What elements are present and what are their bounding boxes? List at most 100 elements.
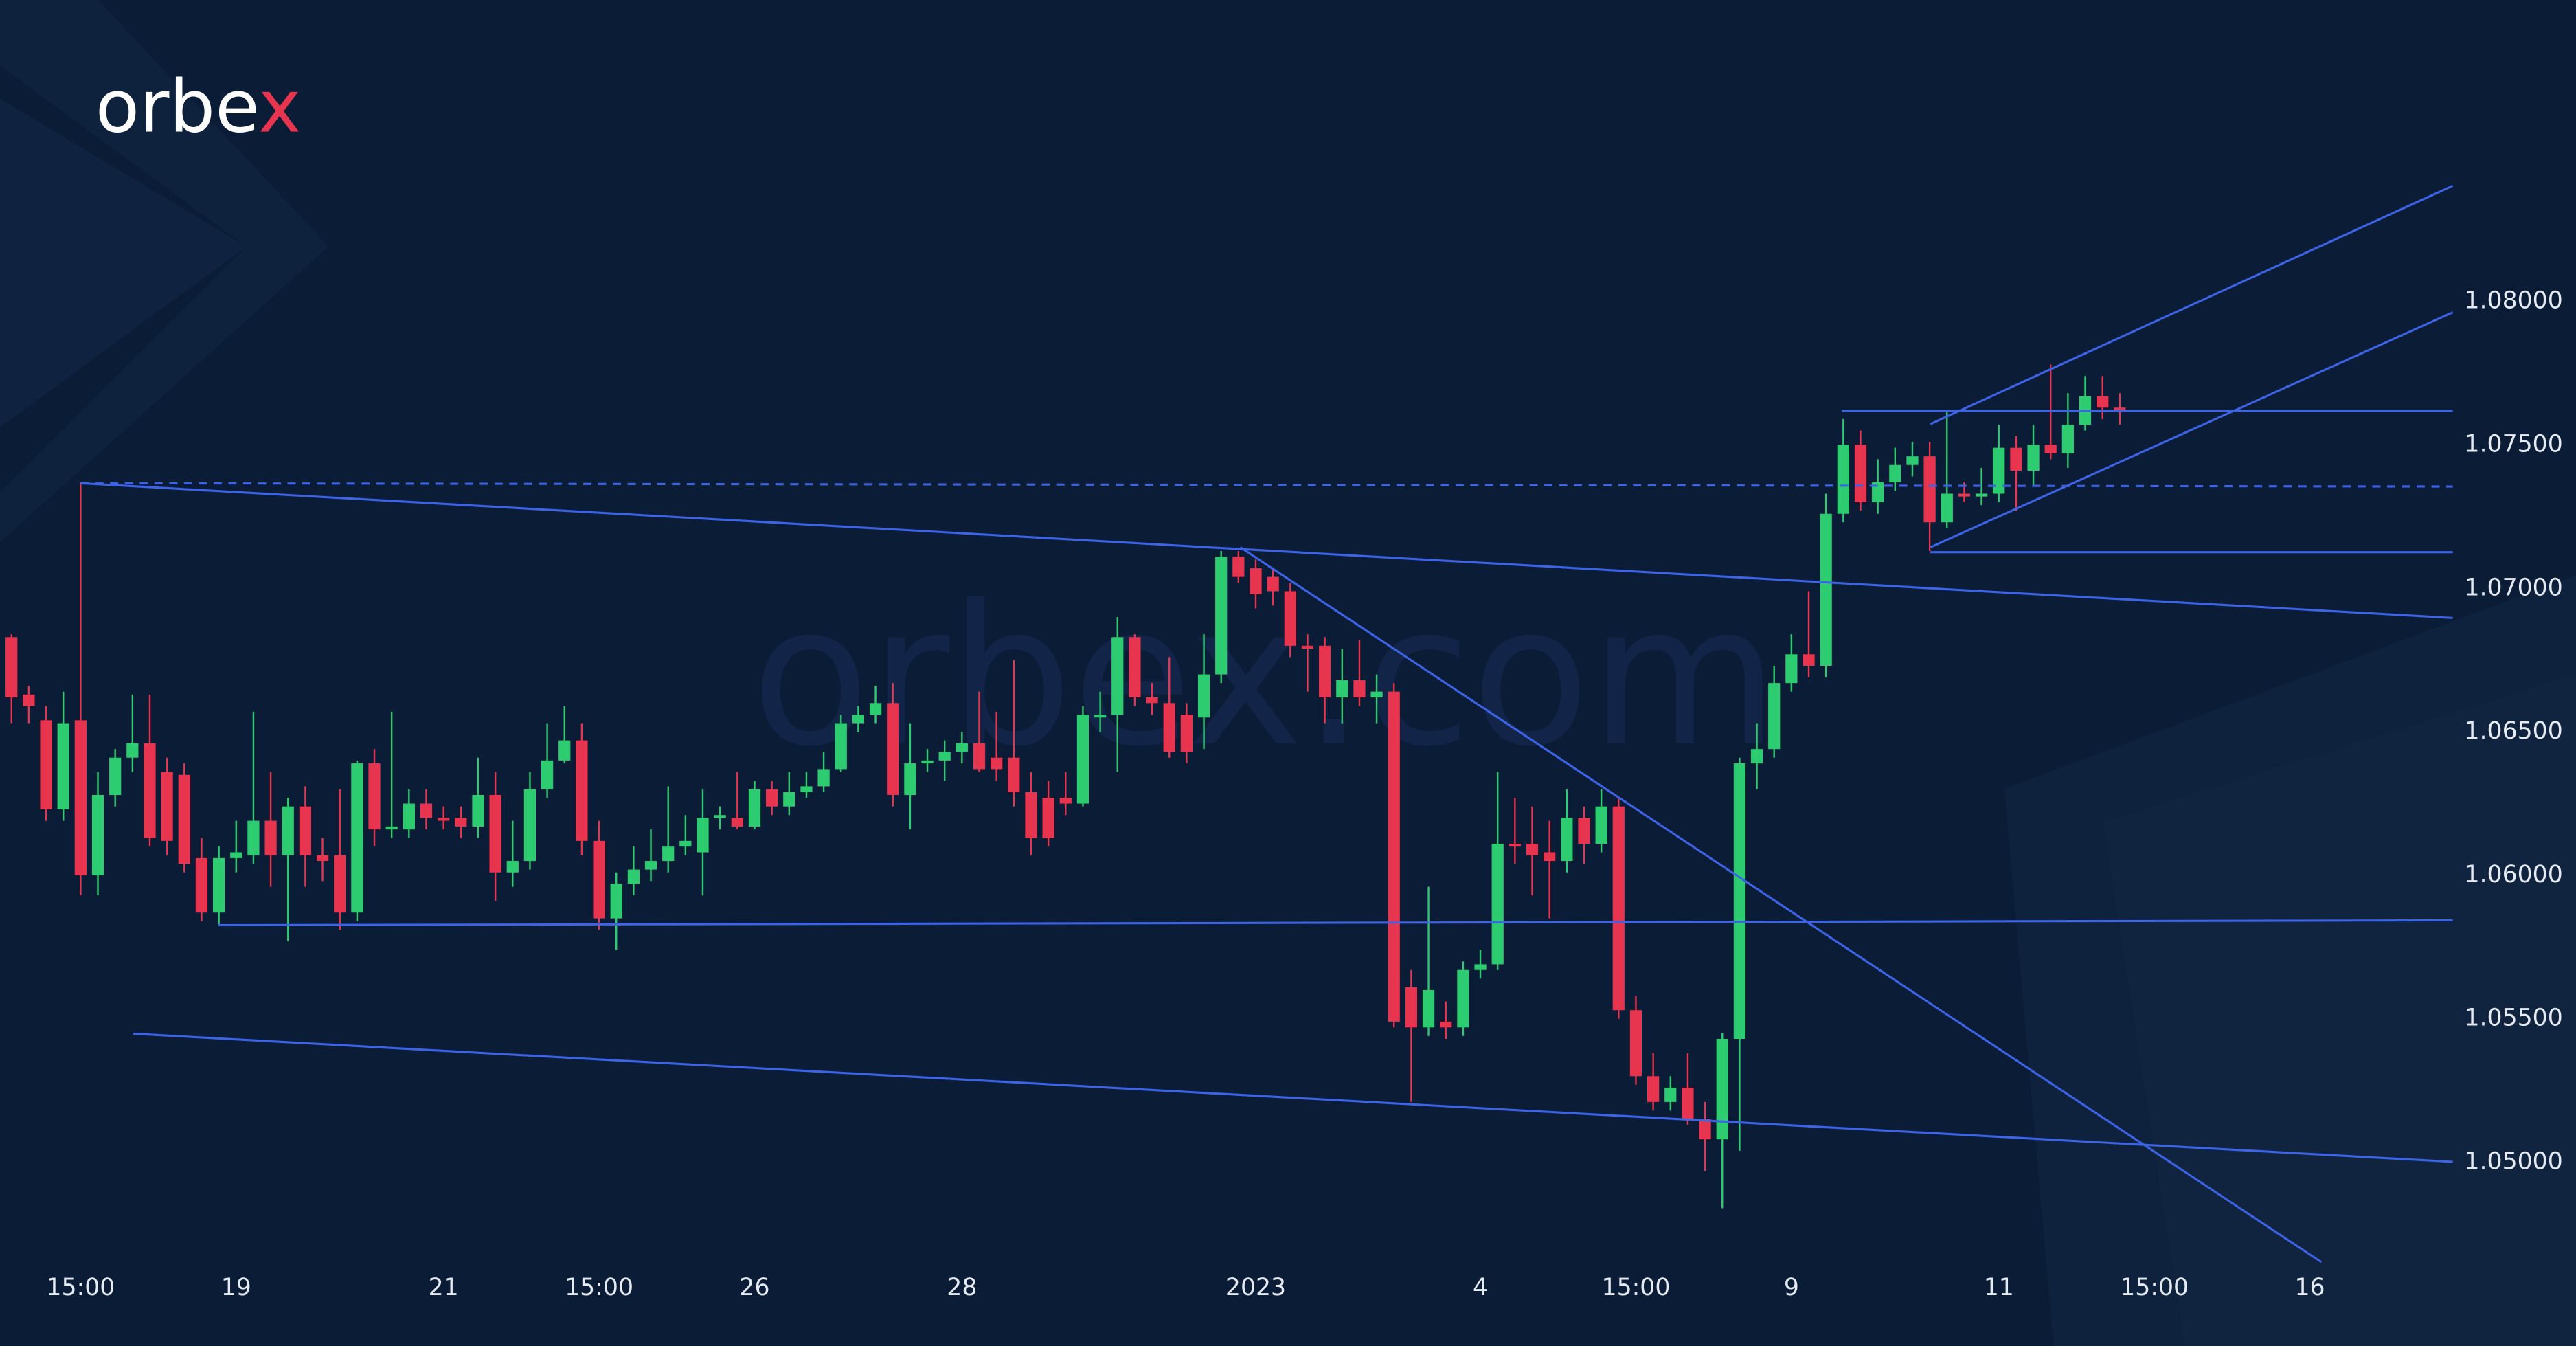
candle-body: [1042, 798, 1054, 838]
trend-line: [218, 919, 2453, 927]
candle-body: [126, 743, 139, 758]
candle-body: [1440, 1021, 1452, 1028]
candle-body: [1647, 1076, 1660, 1102]
candle-body: [1803, 654, 1815, 666]
candle-body: [783, 792, 795, 807]
y-tick-label: 1.08000: [2464, 287, 2562, 315]
candle-body: [351, 763, 363, 913]
candle-body: [1076, 715, 1089, 804]
candle-body: [869, 703, 882, 715]
candle-body: [2027, 445, 2040, 471]
candle-body: [334, 855, 346, 913]
candle-body: [1163, 703, 1175, 752]
candle-body: [662, 846, 675, 862]
candle-body: [938, 752, 951, 761]
candle-body: [644, 861, 657, 870]
candle-body: [1197, 674, 1210, 718]
candle-body: [1232, 557, 1245, 577]
candle-body: [1906, 456, 1919, 465]
candle-body: [1388, 691, 1400, 1022]
candle-body: [817, 769, 830, 787]
candle-body: [2010, 447, 2022, 471]
candle-body: [1716, 1038, 1728, 1140]
candle-body: [2114, 407, 2126, 411]
trend-lines: [80, 184, 2454, 1264]
candle-body: [2061, 425, 2074, 454]
x-tick-label: 19: [221, 1274, 251, 1301]
candle-body: [1353, 680, 1366, 697]
candle-body: [1267, 576, 1279, 592]
candle-body: [697, 818, 709, 853]
candle-body: [558, 740, 571, 761]
candle-body: [1682, 1087, 1694, 1119]
candle-body: [593, 840, 605, 919]
y-tick-label: 1.07500: [2464, 430, 2562, 458]
trend-line: [1930, 184, 2454, 425]
candle-body: [109, 757, 122, 795]
trend-line: [80, 482, 2453, 488]
candle-body: [1370, 691, 1383, 697]
candle-body: [1958, 493, 1971, 497]
candle-body: [230, 852, 242, 858]
trend-line: [1930, 311, 2454, 548]
y-tick-label: 1.06500: [2464, 717, 2562, 745]
candle-body: [1457, 969, 1469, 1028]
candle-body: [247, 820, 260, 855]
candle-body: [299, 806, 312, 855]
candle-body: [1578, 818, 1590, 844]
y-tick-label: 1.05000: [2464, 1148, 2562, 1176]
x-tick-label: 11: [1984, 1274, 2014, 1301]
candle-body: [506, 861, 519, 873]
candle-body: [541, 760, 554, 789]
y-tick-label: 1.06000: [2464, 861, 2562, 888]
y-tick-label: 1.05500: [2464, 1005, 2562, 1032]
x-tick-label: 16: [2295, 1274, 2325, 1301]
candle-body: [368, 763, 381, 830]
candle-body: [1215, 557, 1228, 675]
candle-body: [1319, 645, 1331, 697]
candle-body: [1975, 493, 1988, 497]
candle-body: [1146, 697, 1158, 704]
candle-body: [144, 743, 156, 838]
candle-body: [1785, 654, 1798, 684]
x-tick-label: 15:00: [46, 1274, 115, 1301]
candle-body: [385, 826, 398, 830]
candle-body: [991, 757, 1003, 770]
candle-body: [748, 789, 761, 827]
candle-body: [264, 820, 277, 855]
bg-shape: [0, 98, 247, 427]
candle-body: [1180, 715, 1193, 752]
candle-body: [2044, 445, 2057, 454]
candle-body: [23, 694, 35, 706]
candle-body: [1699, 1119, 1711, 1140]
x-tick-label: 28: [947, 1274, 977, 1301]
x-tick-label: 4: [1473, 1274, 1488, 1301]
candle-body: [627, 869, 640, 884]
candle-body: [195, 857, 208, 913]
trend-line: [1239, 546, 2323, 1264]
candle-body: [852, 715, 865, 724]
bg-shape: [0, 0, 329, 543]
candle-body: [1854, 445, 1867, 503]
candle-body: [1612, 806, 1625, 1011]
candle-body: [1889, 464, 1901, 482]
candle-body: [1008, 757, 1020, 792]
candle-body: [921, 760, 934, 764]
candle-body: [1336, 680, 1348, 697]
candle-body: [576, 740, 588, 841]
candle-body: [472, 794, 484, 827]
y-tick-label: 1.07000: [2464, 574, 2562, 601]
candle-body: [1664, 1087, 1677, 1102]
candle-body: [74, 720, 87, 875]
candle-body: [213, 857, 225, 913]
watermark: orbex.com: [752, 563, 1779, 789]
candle-body: [1768, 683, 1781, 750]
candle-body: [731, 818, 743, 827]
candle-body: [1025, 792, 1037, 838]
candle-body: [57, 723, 69, 809]
x-tick-label: 15:00: [1602, 1274, 1671, 1301]
x-tick-label: 26: [739, 1274, 769, 1301]
candle-body: [1526, 843, 1539, 855]
candle-body: [1094, 715, 1107, 718]
candle-body: [1820, 513, 1832, 666]
